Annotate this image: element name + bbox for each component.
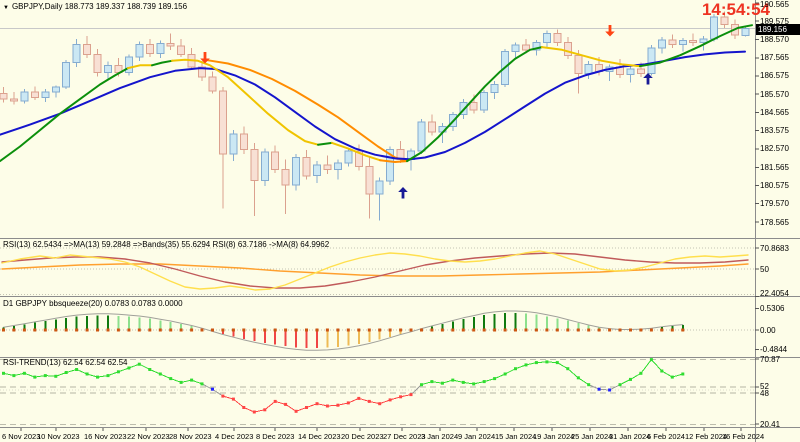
server-clock: 14:54:54 [701, 0, 770, 19]
current-price-tag: 189.156 [756, 24, 800, 35]
rsi-pane-header: RSI(13) 62.5434 =>MA(13) 59.2848 =>Bands… [3, 240, 330, 249]
symbol-marker-icon: ▼ [3, 5, 9, 11]
rsi-trend-pane-header: RSI-TREND(13) 62.54 62.54 62.54 [3, 358, 128, 367]
chart-title-bar: ▼ GBPJPY,Daily 188.773 189.337 188.739 18… [3, 2, 187, 11]
bbsqueeze-pane-header: D1 GBPJPY bbsqueeze(20) 0.0783 0.0783 0.… [3, 299, 183, 308]
chart-title: GBPJPY,Daily 188.773 189.337 188.739 189… [11, 2, 188, 11]
